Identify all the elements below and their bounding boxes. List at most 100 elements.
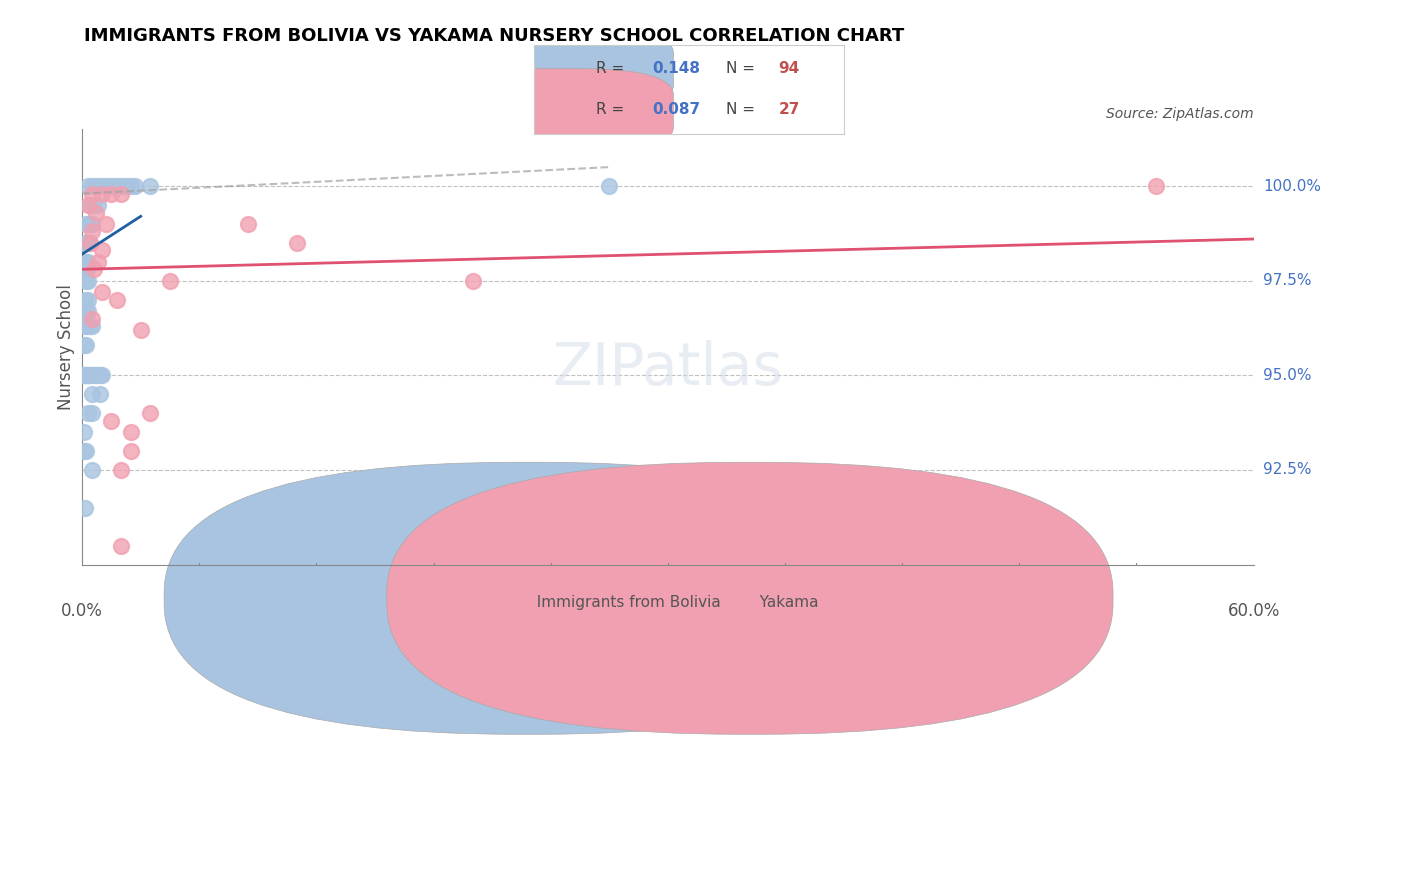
Text: Source: ZipAtlas.com: Source: ZipAtlas.com — [1107, 106, 1254, 120]
Text: 97.5%: 97.5% — [1264, 273, 1312, 288]
Point — [87, 254, 110, 268]
Text: R =: R = — [596, 62, 624, 76]
FancyBboxPatch shape — [451, 27, 673, 112]
Point — [75, 338, 97, 352]
Point — [77, 406, 100, 420]
Point — [73, 254, 96, 268]
Point — [77, 368, 100, 383]
Point — [79, 235, 101, 250]
Point — [73, 368, 96, 383]
Point — [108, 179, 131, 194]
FancyBboxPatch shape — [165, 462, 890, 734]
Point — [75, 235, 97, 250]
Point — [77, 235, 100, 250]
Point — [100, 179, 122, 194]
Point — [159, 274, 181, 288]
Point — [87, 368, 110, 383]
Text: N =: N = — [725, 62, 755, 76]
Text: 94: 94 — [779, 62, 800, 76]
Point — [80, 463, 103, 477]
Text: 0.087: 0.087 — [652, 103, 700, 117]
Point — [120, 179, 142, 194]
Point — [84, 368, 107, 383]
Point — [75, 217, 97, 231]
Point — [77, 368, 100, 383]
Point — [110, 539, 132, 553]
Point — [285, 235, 308, 250]
Point — [94, 217, 117, 231]
FancyBboxPatch shape — [451, 69, 673, 153]
Point — [89, 179, 111, 194]
Point — [80, 186, 103, 201]
Point — [84, 179, 107, 194]
Point — [80, 368, 103, 383]
Point — [90, 244, 112, 258]
Text: Yakama: Yakama — [749, 595, 818, 610]
Point — [80, 224, 103, 238]
Text: R =: R = — [596, 103, 624, 117]
Point — [115, 179, 138, 194]
Point — [72, 368, 94, 383]
Point — [87, 198, 110, 212]
Point — [73, 235, 96, 250]
Text: 95.0%: 95.0% — [1264, 368, 1312, 383]
Text: 60.0%: 60.0% — [1227, 602, 1279, 620]
Point — [89, 387, 111, 401]
Point — [79, 217, 101, 231]
Point — [75, 444, 97, 458]
Point — [84, 205, 107, 219]
Point — [79, 368, 101, 383]
Point — [80, 387, 103, 401]
Point — [129, 323, 152, 337]
Point — [100, 414, 122, 428]
Point — [77, 179, 100, 194]
Point — [73, 500, 96, 515]
Point — [1144, 179, 1167, 194]
Point — [77, 293, 100, 307]
Point — [79, 198, 101, 212]
Point — [73, 425, 96, 439]
Point — [73, 293, 96, 307]
Point — [105, 293, 128, 307]
Point — [73, 338, 96, 352]
Point — [79, 235, 101, 250]
Point — [75, 274, 97, 288]
Point — [75, 254, 97, 268]
Point — [96, 179, 118, 194]
Point — [73, 319, 96, 334]
Point — [110, 463, 132, 477]
Point — [79, 319, 101, 334]
Point — [110, 186, 132, 201]
Point — [93, 179, 115, 194]
Y-axis label: Nursery School: Nursery School — [58, 284, 75, 409]
Text: 27: 27 — [779, 103, 800, 117]
Point — [75, 304, 97, 318]
Point — [124, 179, 146, 194]
Point — [73, 368, 96, 383]
Point — [83, 262, 105, 277]
Point — [77, 274, 100, 288]
Text: 100.0%: 100.0% — [1264, 178, 1322, 194]
Text: 0.0%: 0.0% — [62, 602, 103, 620]
Point — [83, 198, 105, 212]
Point — [75, 368, 97, 383]
Point — [80, 311, 103, 326]
Point — [598, 179, 620, 194]
Point — [77, 198, 100, 212]
Point — [73, 262, 96, 277]
Point — [236, 217, 259, 231]
Text: ZIPatlas: ZIPatlas — [553, 340, 783, 397]
Point — [112, 179, 135, 194]
Point — [80, 179, 103, 194]
Text: N =: N = — [725, 103, 755, 117]
Point — [120, 444, 142, 458]
Point — [77, 254, 100, 268]
Point — [90, 186, 112, 201]
Point — [90, 368, 112, 383]
Text: IMMIGRANTS FROM BOLIVIA VS YAKAMA NURSERY SCHOOL CORRELATION CHART: IMMIGRANTS FROM BOLIVIA VS YAKAMA NURSER… — [84, 27, 904, 45]
Point — [73, 444, 96, 458]
Point — [461, 274, 484, 288]
Point — [139, 179, 162, 194]
Point — [77, 319, 100, 334]
Text: 0.148: 0.148 — [652, 62, 700, 76]
